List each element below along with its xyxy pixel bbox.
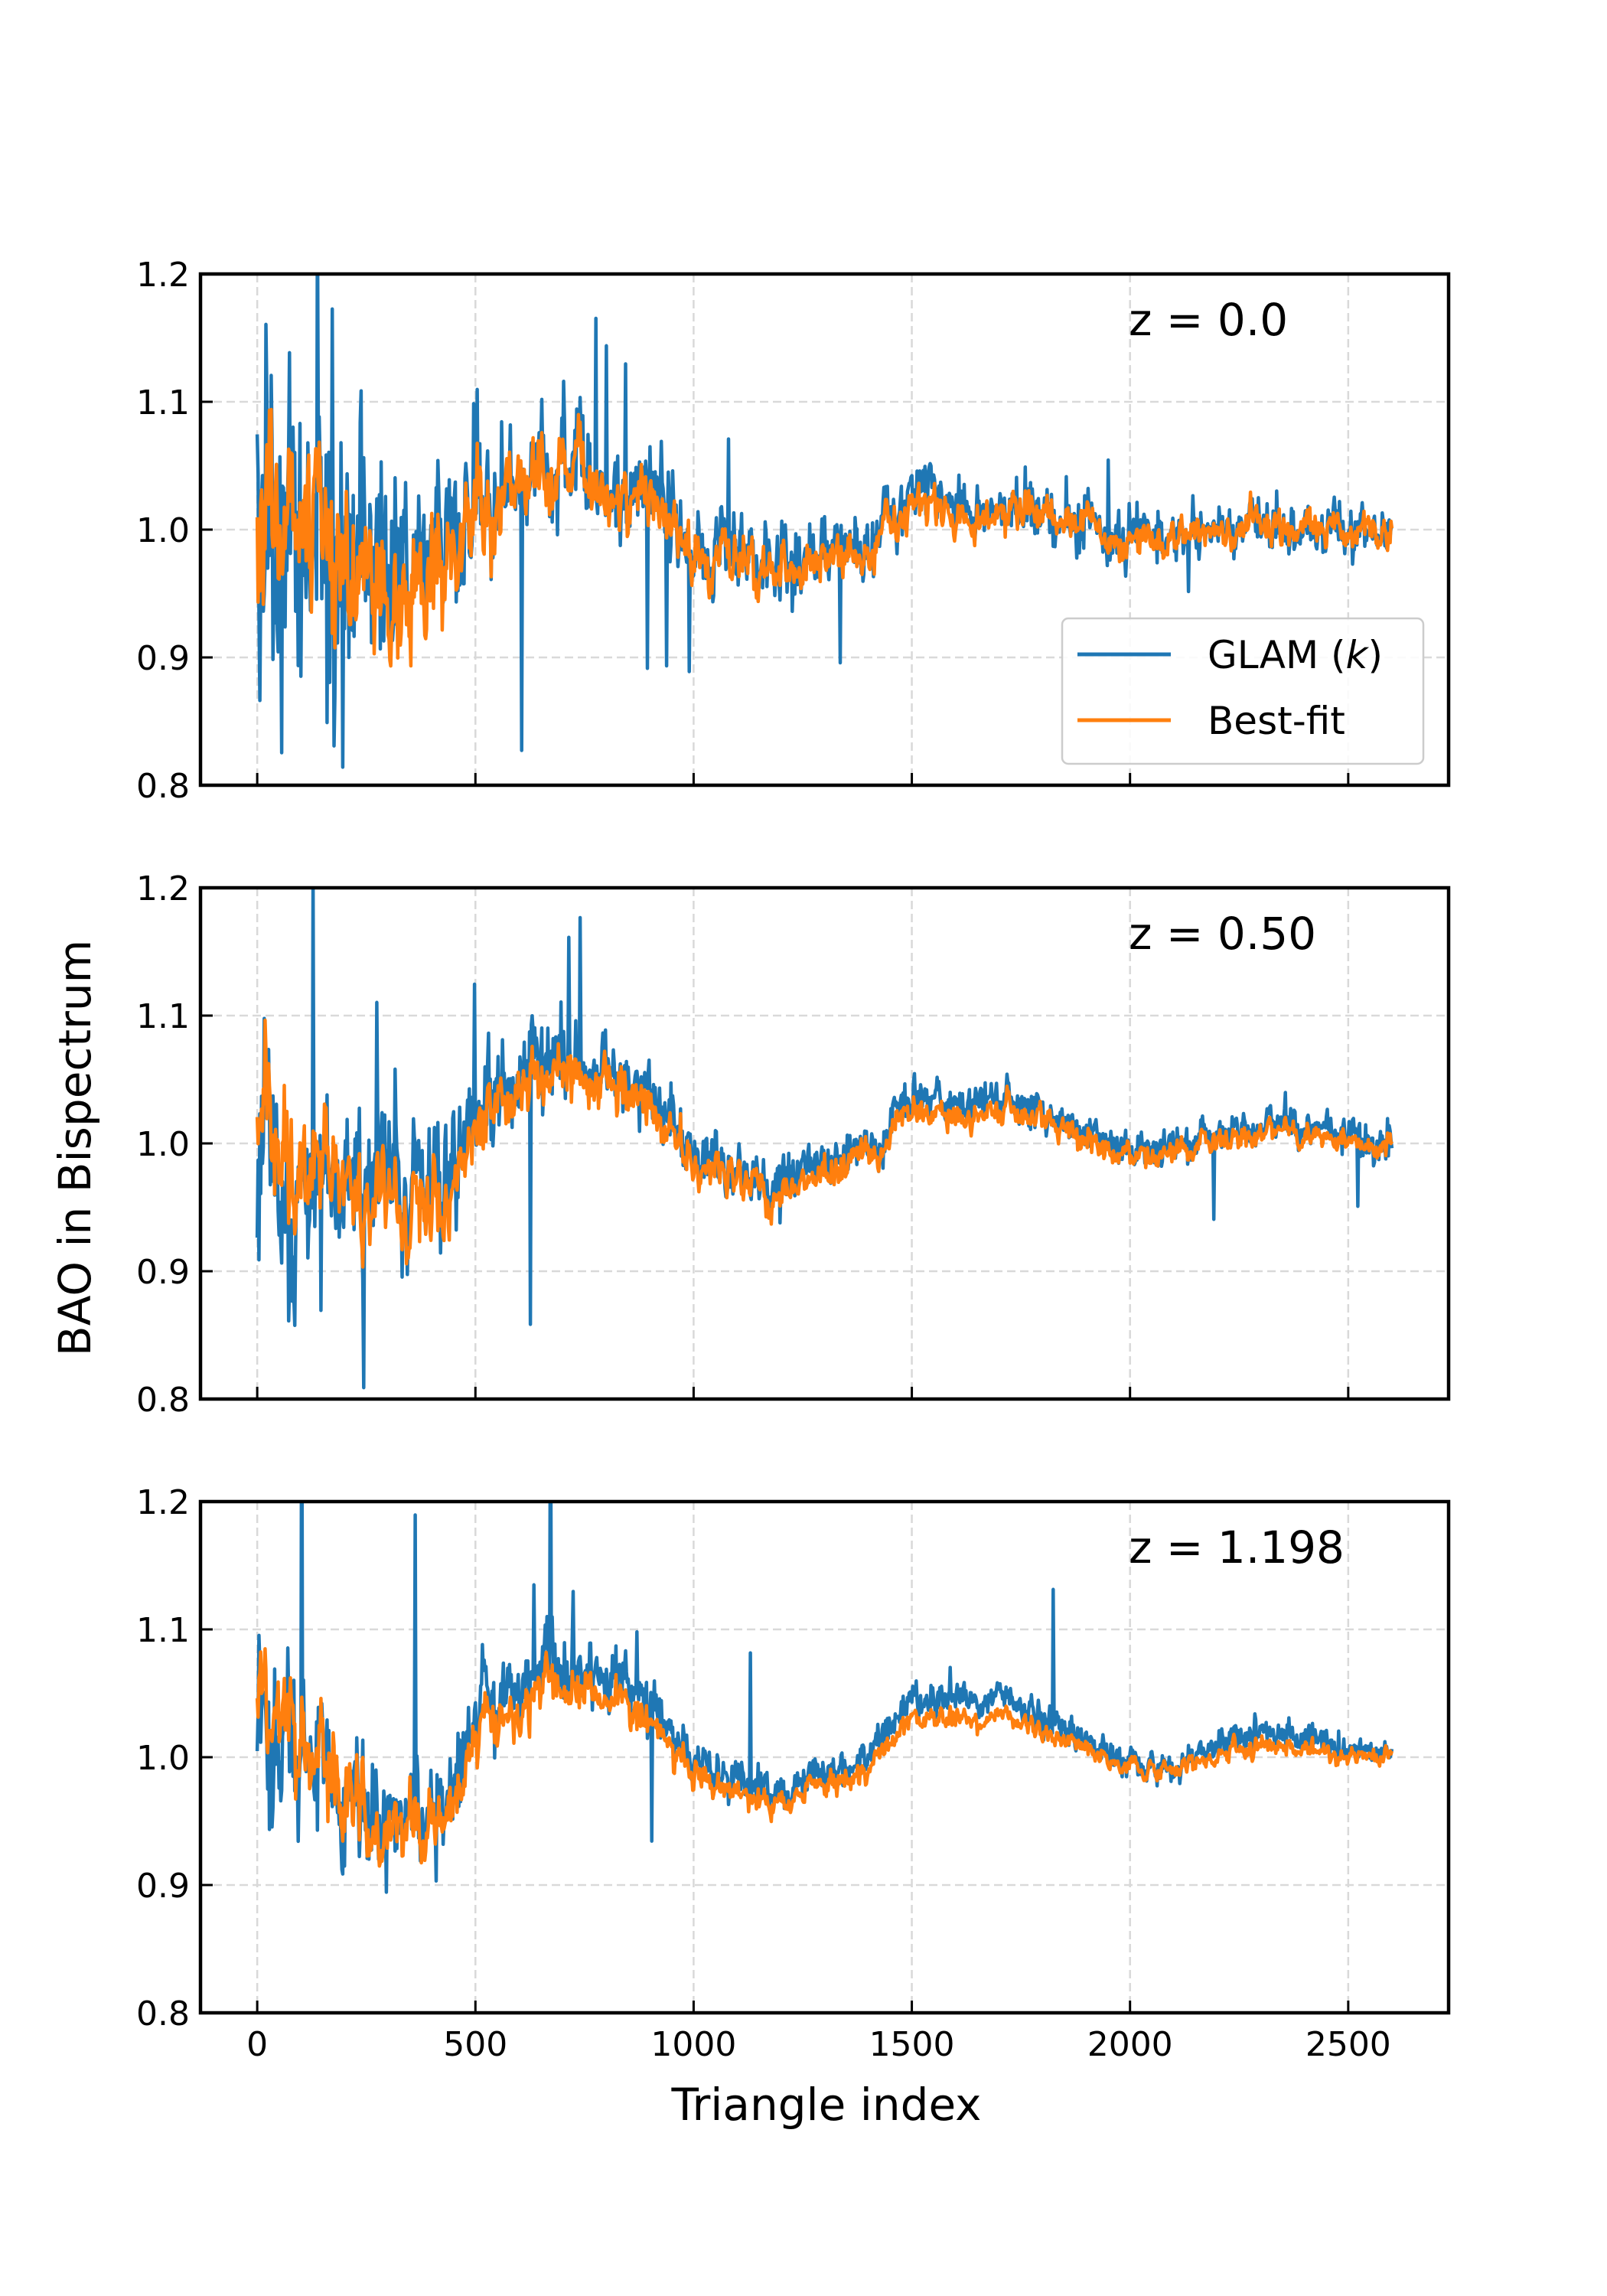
y-tick-label: 1.0	[136, 511, 190, 550]
y-tick-label: 1.1	[136, 997, 190, 1036]
y-tick-label: 0.9	[136, 1253, 190, 1292]
y-tick-label: 0.9	[136, 1867, 190, 1906]
series-group	[255, 274, 1394, 769]
x-tick-label: 1000	[650, 2025, 736, 2064]
y-tick-label: 1.2	[136, 256, 190, 295]
y-tick-label: 0.9	[136, 639, 190, 678]
y-tick-label: 0.8	[136, 767, 190, 806]
y-tick-label: 1.1	[136, 383, 190, 422]
x-tick-label: 1500	[869, 2025, 955, 2064]
legend-entry-label: GLAM (k)	[1208, 633, 1383, 677]
series-group	[255, 1502, 1394, 1894]
series-line-bestfit	[255, 1647, 1394, 1868]
y-tick-label: 1.0	[136, 1125, 190, 1164]
y-tick-label: 1.2	[136, 869, 190, 908]
panel-2: 0.8 0.9 1.0 1.1 1.2 z = 0.50	[136, 869, 1451, 1420]
x-tick-label: 500	[443, 2025, 507, 2064]
series-line-bestfit	[255, 1018, 1393, 1269]
panel-1: 0.8 0.9 1.0 1.1 1.2 z = 0.0 GLAM (k) Best-fit	[136, 256, 1451, 806]
x-tick-label: 2500	[1305, 2025, 1391, 2064]
legend: GLAM (k) Best-fit	[1061, 617, 1425, 765]
y-tick-label: 1.1	[136, 1611, 190, 1650]
panel-redshift-label: z = 1.198	[1129, 1521, 1345, 1574]
x-tick-label: 2000	[1087, 2025, 1173, 2064]
series-line-bestfit	[255, 407, 1394, 668]
panel-redshift-label: z = 0.0	[1129, 294, 1288, 346]
legend-entry-label: Best-fit	[1208, 699, 1345, 743]
x-axis-label: Triangle index	[671, 2079, 982, 2131]
y-axis-label: BAO in Bispectrum	[49, 940, 101, 1356]
panel-3: 0.8 0.9 1.0 1.1 1.2 0 500 1000 1500 2000 2500 z = 1…	[136, 1483, 1451, 2064]
y-tick-label: 0.8	[136, 1381, 190, 1420]
x-tick-label: 0	[246, 2025, 268, 2064]
y-tick-label: 1.2	[136, 1483, 190, 1522]
y-tick-label: 0.8	[136, 1994, 190, 2033]
series-group	[255, 888, 1394, 1390]
panel-redshift-label: z = 0.50	[1129, 908, 1316, 960]
y-tick-label: 1.0	[136, 1739, 190, 1778]
